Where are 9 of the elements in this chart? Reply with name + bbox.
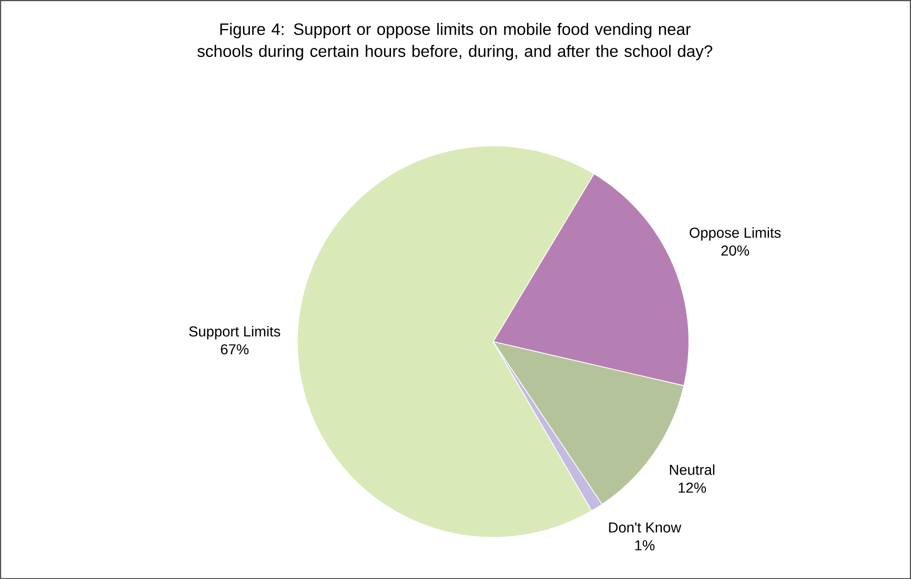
chart-title: Figure 4: Support or oppose limits on mobile food vending near schools during certain hours before, during, and after the school day?: [197, 22, 712, 60]
slice-label: Don't Know: [609, 522, 682, 532]
data-label: 1%: [635, 540, 655, 550]
slice-label: Neutral: [670, 464, 714, 475]
slice-label: Oppose Limits: [690, 227, 781, 241]
data-label: 12%: [678, 482, 706, 493]
data-label: 20%: [721, 245, 750, 256]
slice-label: Support Limits: [189, 326, 280, 340]
data-label: 67%: [220, 344, 249, 354]
